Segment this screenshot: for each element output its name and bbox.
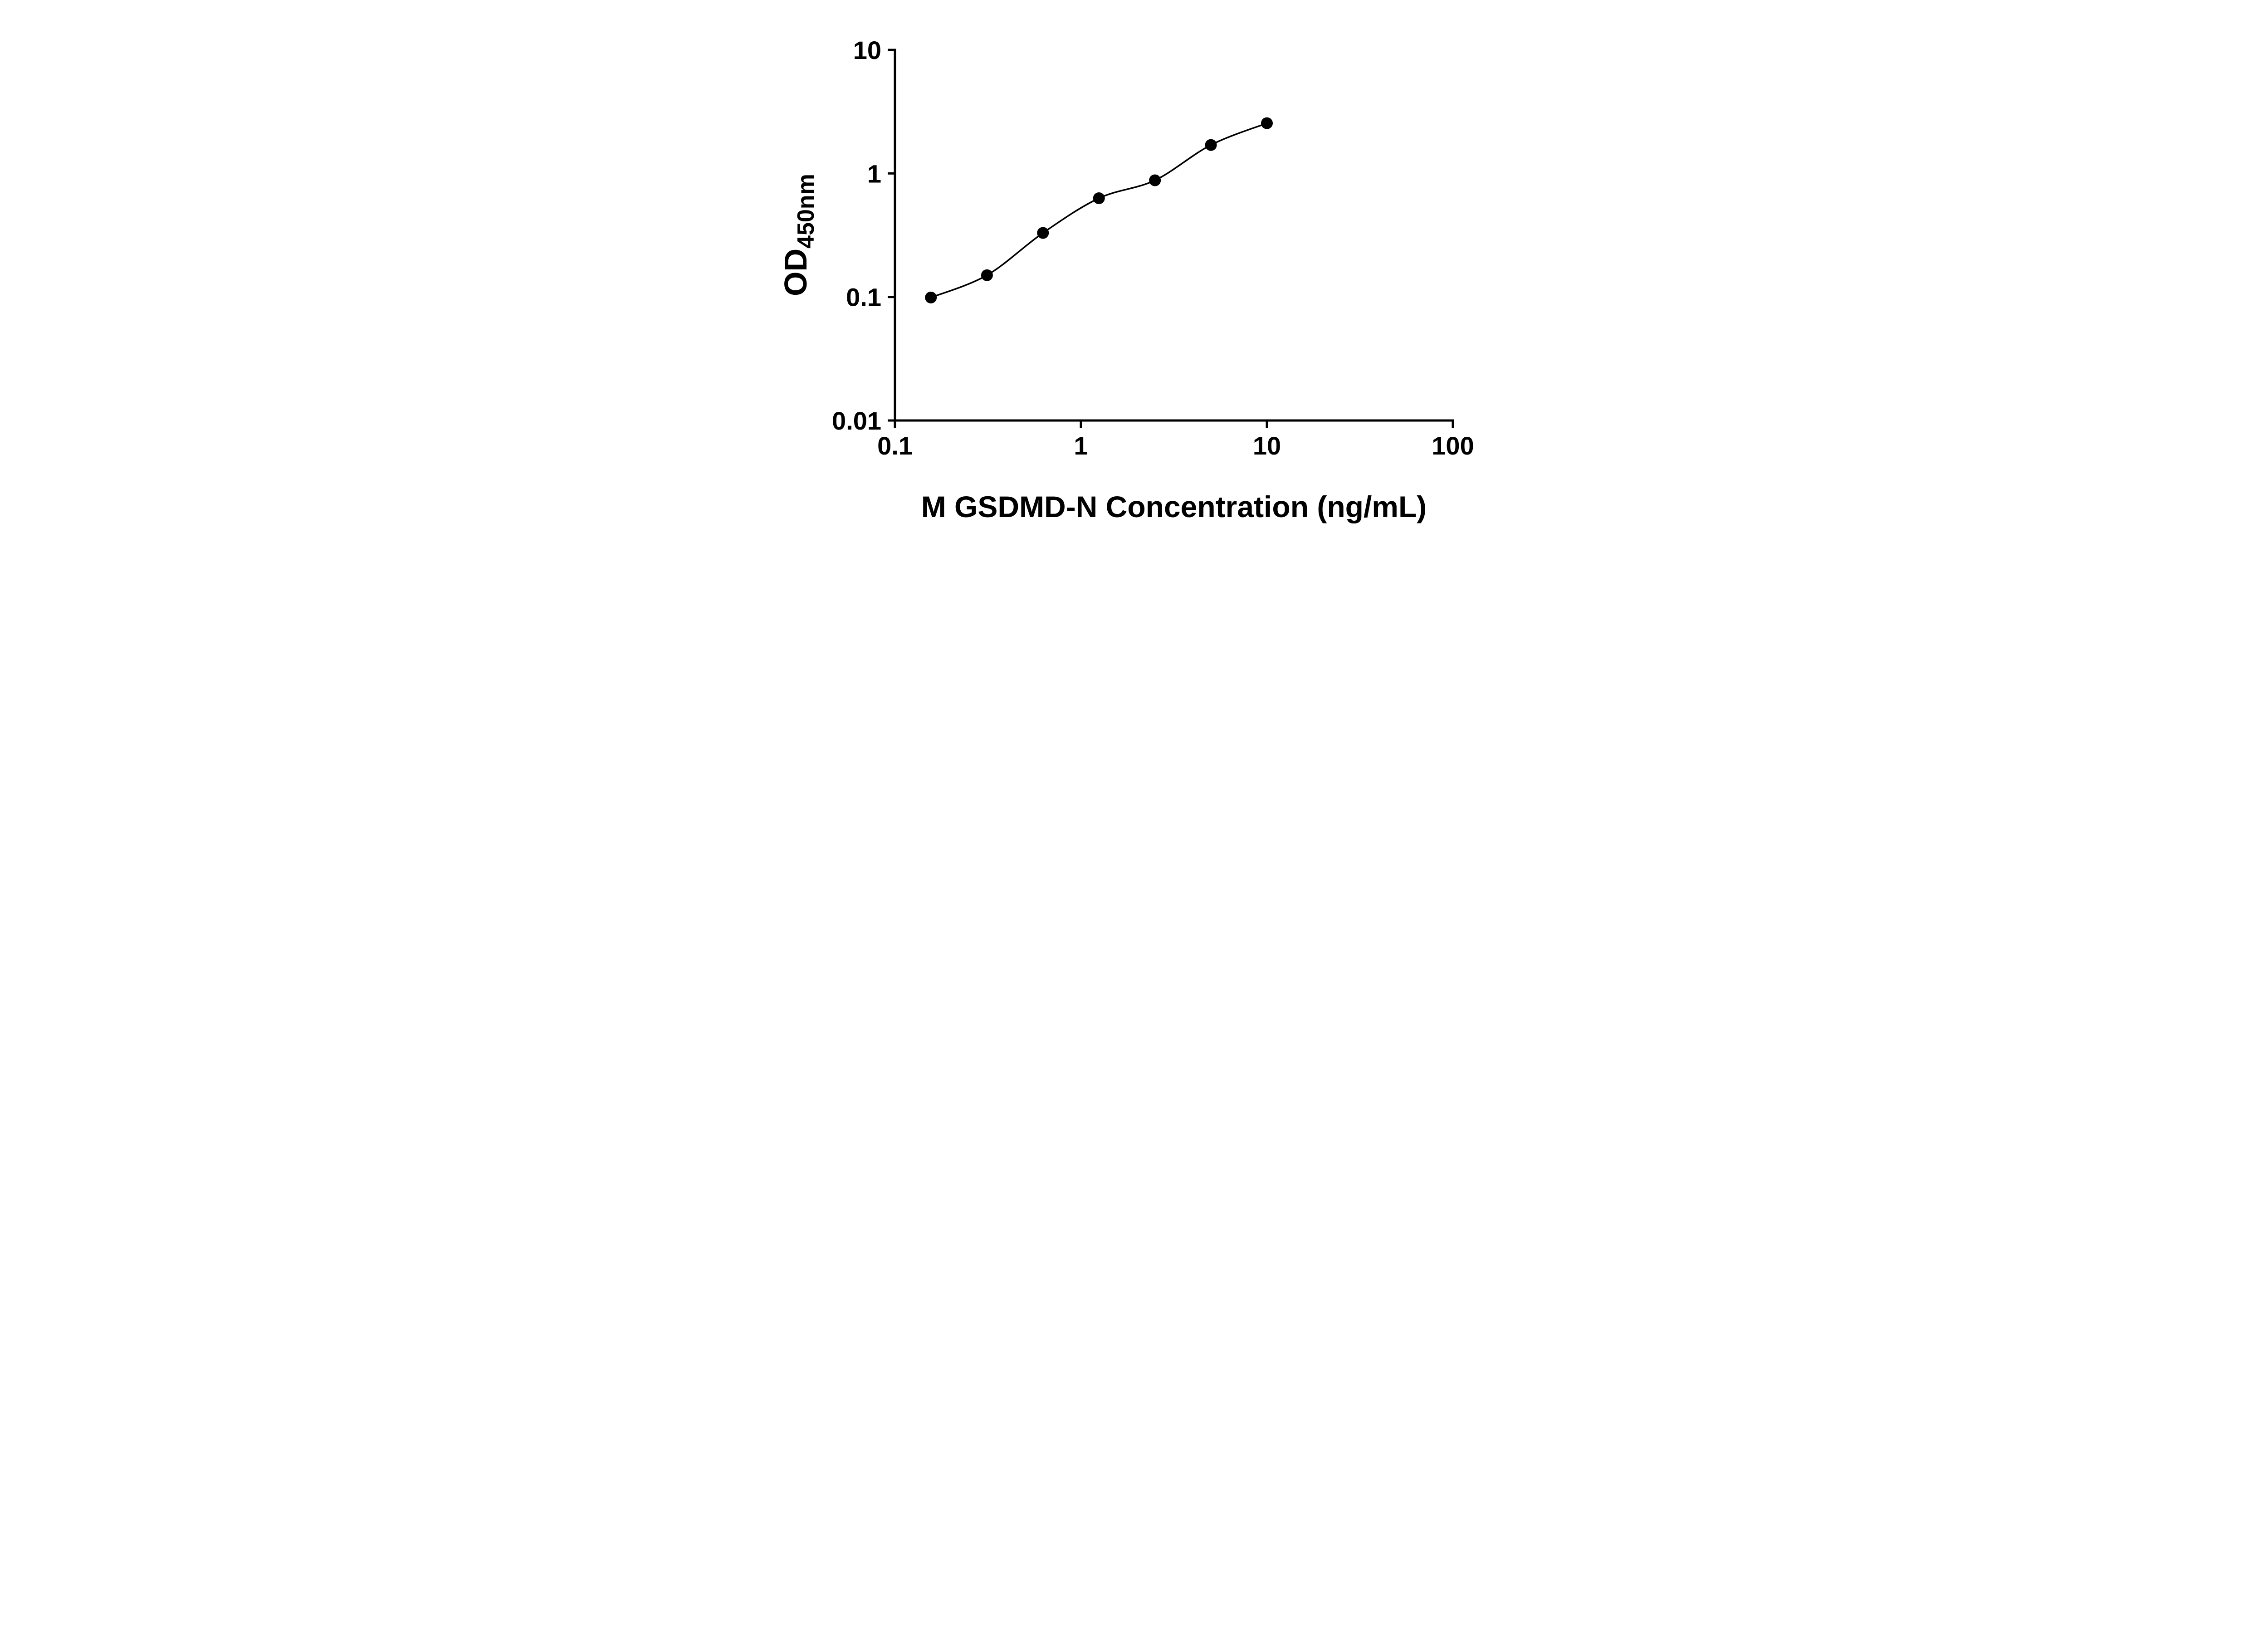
y-axis-title: OD450nm xyxy=(778,174,819,296)
data-point xyxy=(981,269,993,281)
y-tick-label: 1 xyxy=(867,159,881,188)
y-tick-label: 0.1 xyxy=(846,283,881,312)
elisa-standard-curve-page: 0.01 0.1 1 10 0.1 1 10 100 M GSDMD-N Concentrat… xyxy=(745,0,1523,544)
y-axis-title-main: OD xyxy=(778,249,813,296)
fit-curve xyxy=(930,122,1267,298)
data-point xyxy=(1037,227,1049,239)
data-point xyxy=(925,291,937,303)
x-tick-label: 10 xyxy=(1253,431,1281,460)
data-point xyxy=(1205,139,1217,151)
x-tick-label: 0.1 xyxy=(877,431,913,460)
x-axis-title: M GSDMD-N Concentration (ng/mL) xyxy=(921,490,1427,523)
data-point xyxy=(1093,192,1105,204)
x-tick-label: 100 xyxy=(1432,431,1474,460)
axes-lines xyxy=(894,49,1454,422)
data-point xyxy=(1261,117,1273,129)
y-tick-label: 0.01 xyxy=(832,406,881,435)
y-axis-title-sub: 450nm xyxy=(793,174,819,249)
y-tick-label: 10 xyxy=(853,36,881,64)
data-point xyxy=(1149,174,1161,186)
x-tick-label: 1 xyxy=(1074,431,1088,460)
